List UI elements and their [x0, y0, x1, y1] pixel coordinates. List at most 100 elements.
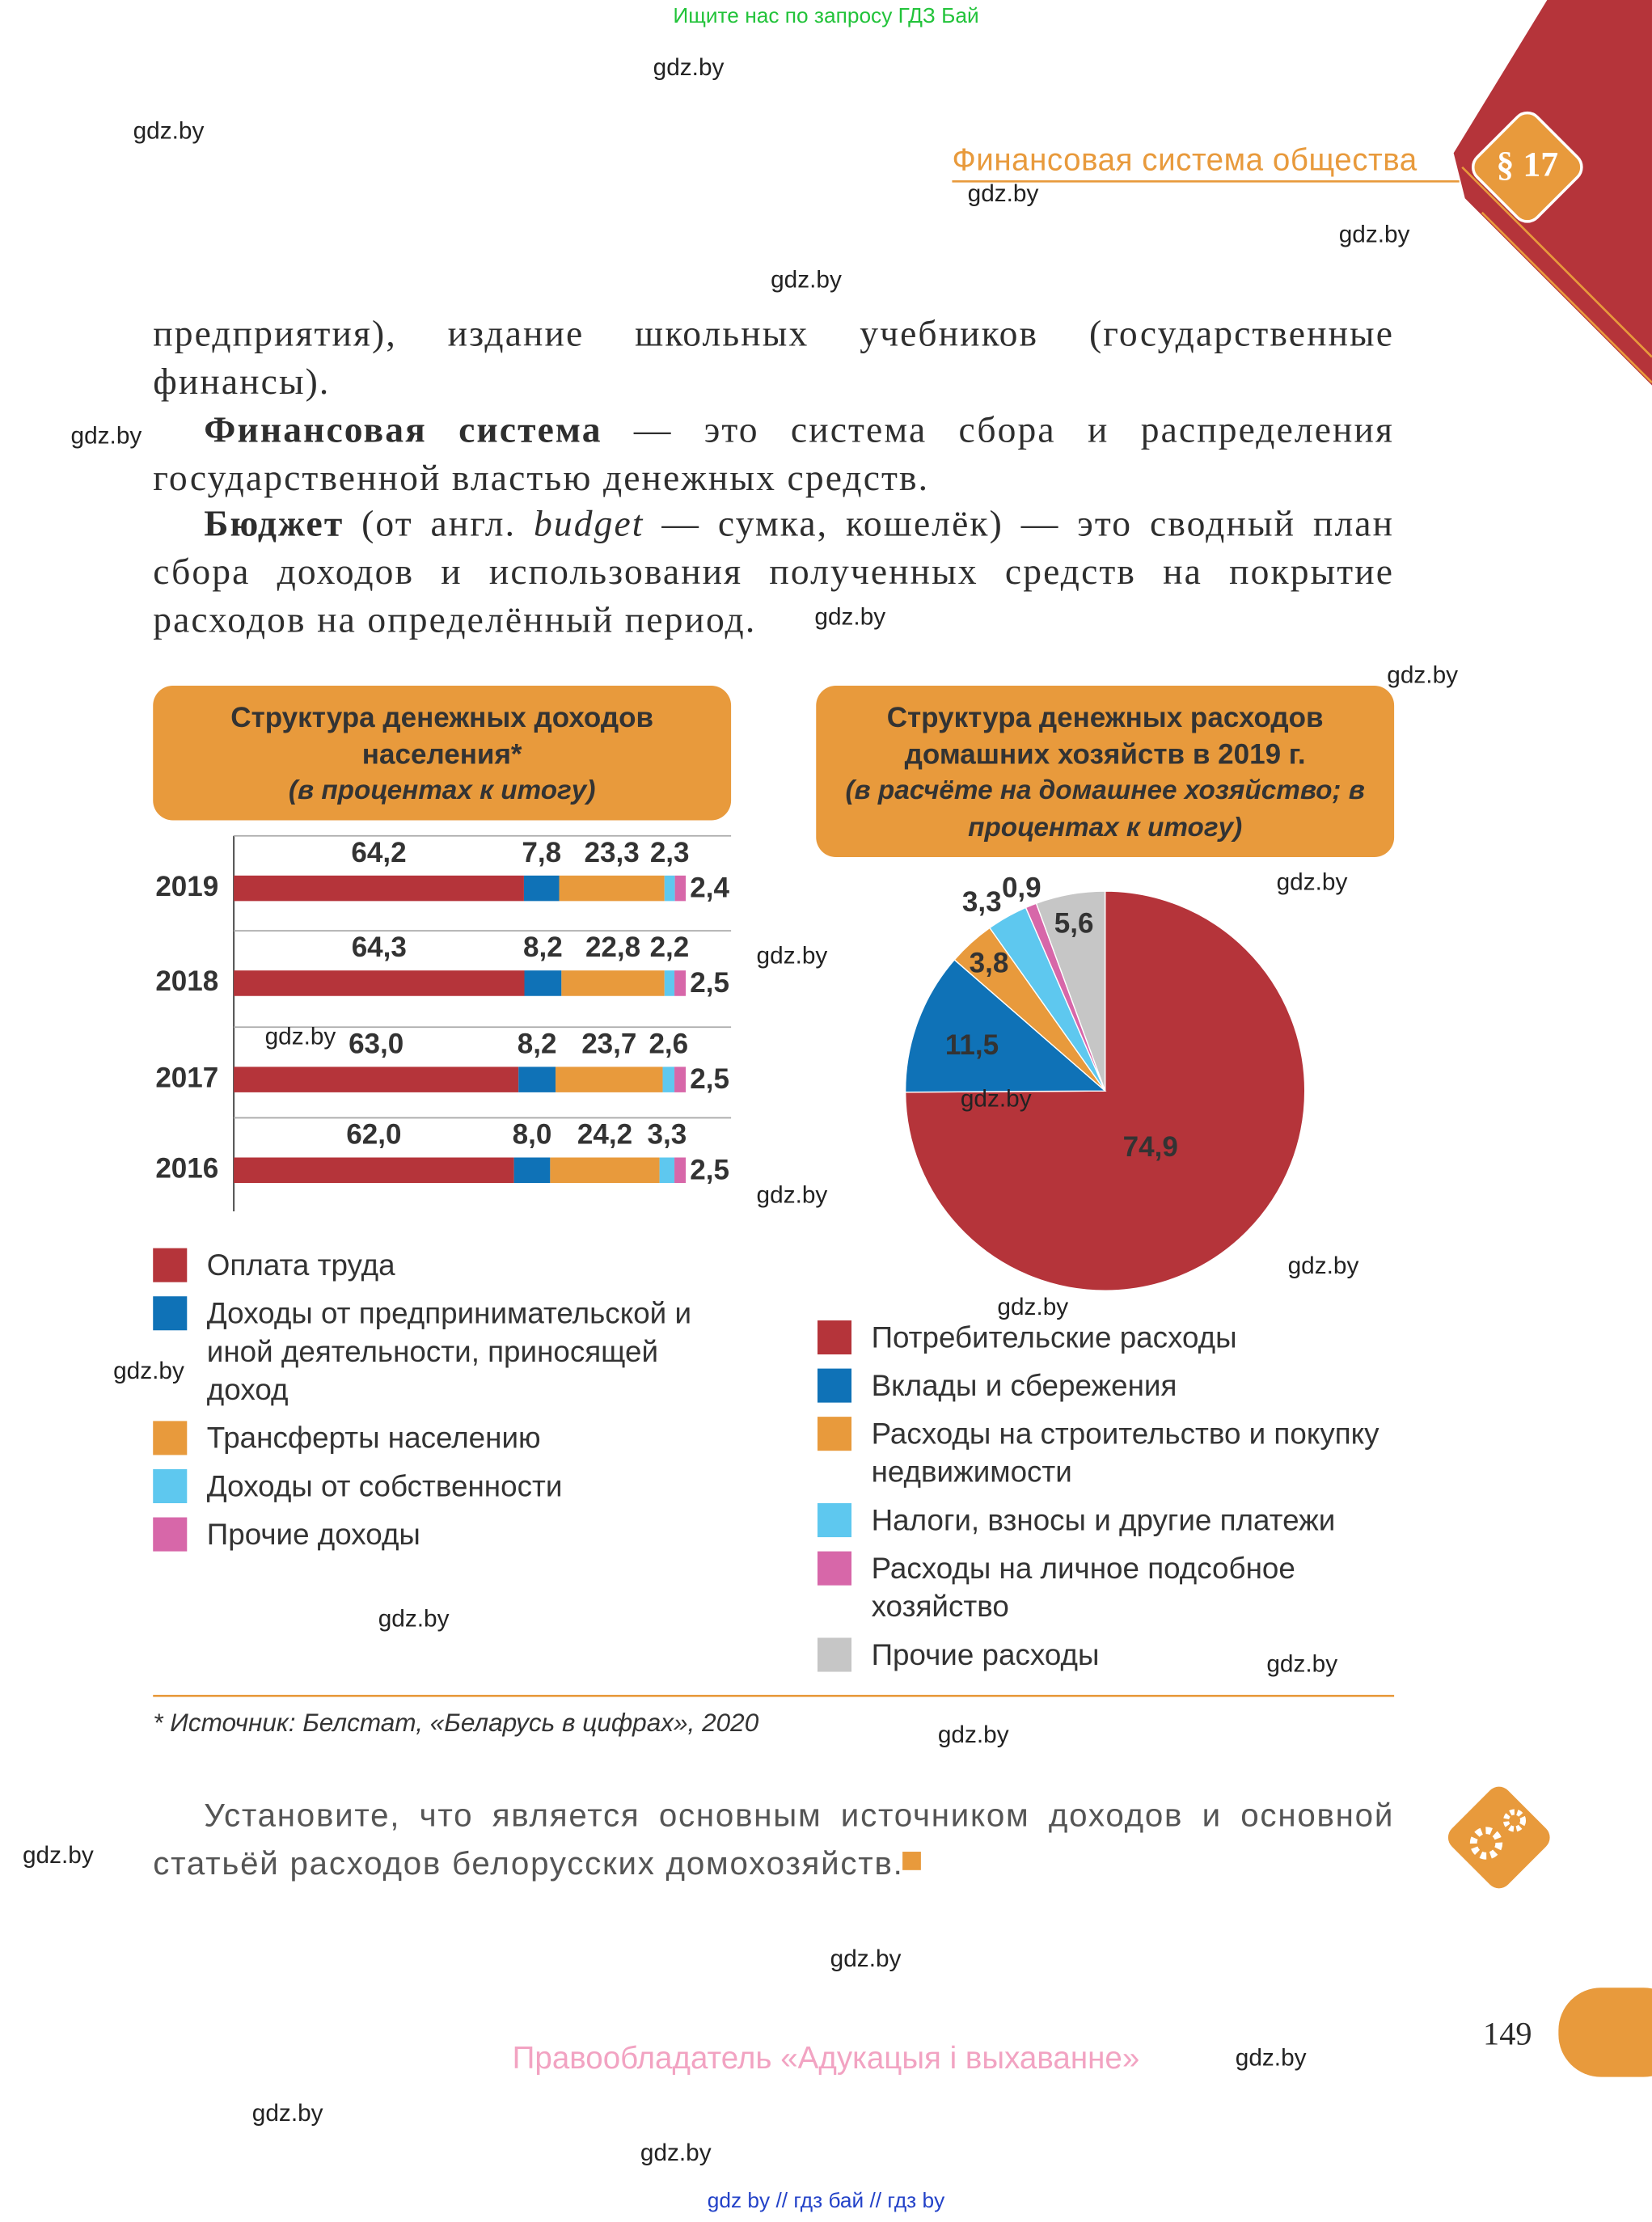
value-label: 23,3: [585, 837, 640, 868]
value-label: 8,2: [523, 931, 563, 963]
bar-segment: [556, 1067, 663, 1092]
chart-title: Структура денежных доходов населения*: [230, 703, 654, 771]
bar-segment: [674, 970, 687, 996]
bar-segment: [664, 970, 675, 996]
category-label: 2016: [155, 1153, 218, 1185]
legend-label: Расходы на строительство и покупку недви…: [871, 1417, 1379, 1489]
bar-segment: [523, 875, 560, 902]
bar-segment: [659, 1157, 675, 1184]
watermark: gdz.by: [997, 1293, 1069, 1320]
legend-item: Расходы на строительство и покупку недви…: [817, 1415, 1384, 1492]
bottom-links[interactable]: gdz by // гдз бай // гдз by: [707, 2189, 945, 2213]
watermark: gdz.by: [1287, 1252, 1359, 1280]
value-label: 3,3: [962, 886, 1002, 918]
text-run: Бюджет: [204, 503, 344, 544]
legend-swatch: [153, 1296, 188, 1331]
legend-label: Вклады и сбережения: [871, 1370, 1177, 1403]
legend-swatch: [153, 1517, 188, 1552]
watermark: gdz.by: [830, 1945, 902, 1972]
task-end-marker: [902, 1852, 921, 1870]
category-label: 2019: [155, 871, 218, 902]
legend-swatch: [153, 1468, 188, 1504]
legend-swatch: [153, 1248, 188, 1282]
value-label: 64,3: [352, 931, 407, 963]
legend-label: Доходы от предпринимательской и иной дея…: [206, 1297, 692, 1407]
bar-segment: [513, 1157, 551, 1184]
value-label: 22,8: [585, 931, 640, 963]
value-label: 2,4: [690, 872, 729, 904]
watermark: gdz.by: [1276, 868, 1348, 896]
legend-swatch: [817, 1320, 852, 1355]
value-label: 7,8: [522, 837, 561, 868]
watermark: gdz.by: [264, 1023, 336, 1050]
value-label: 2,5: [690, 1063, 729, 1095]
chart-title-box: Структура денежных расходов домашних хоз…: [816, 686, 1395, 858]
legend-item: Оплата труда: [153, 1247, 733, 1285]
value-label: 2,5: [690, 1154, 729, 1185]
legend-item: Прочие расходы: [817, 1637, 1384, 1675]
legend-item: Доходы от собственности: [153, 1468, 733, 1506]
value-label: 8,0: [513, 1118, 552, 1150]
value-label: 23,7: [581, 1028, 636, 1059]
watermark: gdz.by: [937, 1721, 1009, 1749]
bar-segment: [674, 875, 687, 902]
header-title: Финансовая система общества: [952, 142, 1418, 178]
text-run: — это система сбора и распределения госу…: [153, 409, 1395, 499]
decor-line: [1461, 166, 1652, 358]
watermark: gdz.by: [960, 1085, 1032, 1113]
watermark: gdz.by: [1266, 1650, 1338, 1678]
value-label: 2,5: [690, 967, 729, 999]
pie-slice: [904, 958, 1107, 1093]
legend-item: Прочие доходы: [153, 1516, 733, 1554]
page-number: 149: [1483, 2016, 1532, 2052]
watermark: gdz.by: [653, 53, 725, 81]
bar-segment: [561, 970, 665, 996]
pie-slice: [904, 890, 1306, 1291]
chart-subtitle: (в процентах к итогу): [288, 776, 596, 806]
bar-segment: [234, 875, 524, 902]
legend: Оплата труда Доходы от предпринимательско…: [153, 1247, 733, 1564]
watermark: gdz.by: [771, 266, 842, 294]
legend-label: Расходы на личное подсобное хозяйство: [871, 1552, 1295, 1624]
section-number: § 17: [1496, 146, 1559, 184]
value-label: 8,2: [518, 1028, 557, 1059]
bar-segment: [674, 1157, 687, 1184]
watermark: gdz.by: [1338, 221, 1410, 248]
watermark: gdz.by: [756, 1181, 828, 1209]
page-tab: [1558, 1988, 1652, 2077]
legend-swatch: [817, 1637, 852, 1672]
watermark: gdz.by: [1387, 661, 1459, 689]
legend-item: Расходы на личное подсобное хозяйство: [817, 1550, 1384, 1627]
watermark: gdz.by: [70, 422, 142, 450]
legend-item: Трансферты населению: [153, 1420, 733, 1458]
category-label: 2017: [155, 1062, 218, 1093]
value-label: 2,2: [650, 931, 690, 963]
legend-label: Налоги, взносы и другие платежи: [871, 1504, 1336, 1538]
text-run: — сумка, кошелёк) — это сводный план сбо…: [153, 503, 1395, 640]
value-label: 62,0: [346, 1118, 401, 1150]
footnote: * Источник: Белстат, «Беларусь в цифрах»…: [153, 1709, 759, 1738]
legend-swatch: [817, 1368, 852, 1403]
text-run: (от англ.: [344, 503, 534, 544]
value-label: 3,3: [647, 1118, 687, 1150]
value-label: 5,6: [1054, 907, 1094, 939]
watermark: gdz.by: [967, 180, 1039, 207]
legend-swatch: [817, 1503, 852, 1538]
bar-segment: [662, 1067, 675, 1092]
value-label: 0,9: [1002, 872, 1041, 904]
legend-label: Прочие расходы: [871, 1639, 1100, 1672]
legend-swatch: [153, 1421, 188, 1455]
paragraph: предприятия), издание школьных учебников…: [153, 310, 1394, 407]
value-label: 2,3: [650, 837, 690, 868]
bar-segment: [550, 1157, 660, 1184]
text-run: Финансовая система: [204, 409, 602, 451]
watermark: gdz.by: [640, 2139, 712, 2167]
decor-line: [1481, 211, 1652, 384]
watermark: gdz.by: [113, 1357, 184, 1384]
bar-segment: [234, 1067, 519, 1092]
bar-segment: [234, 1157, 514, 1184]
bar-segment: [234, 970, 525, 996]
chart-title: Структура денежных расходов домашних хоз…: [886, 703, 1324, 771]
